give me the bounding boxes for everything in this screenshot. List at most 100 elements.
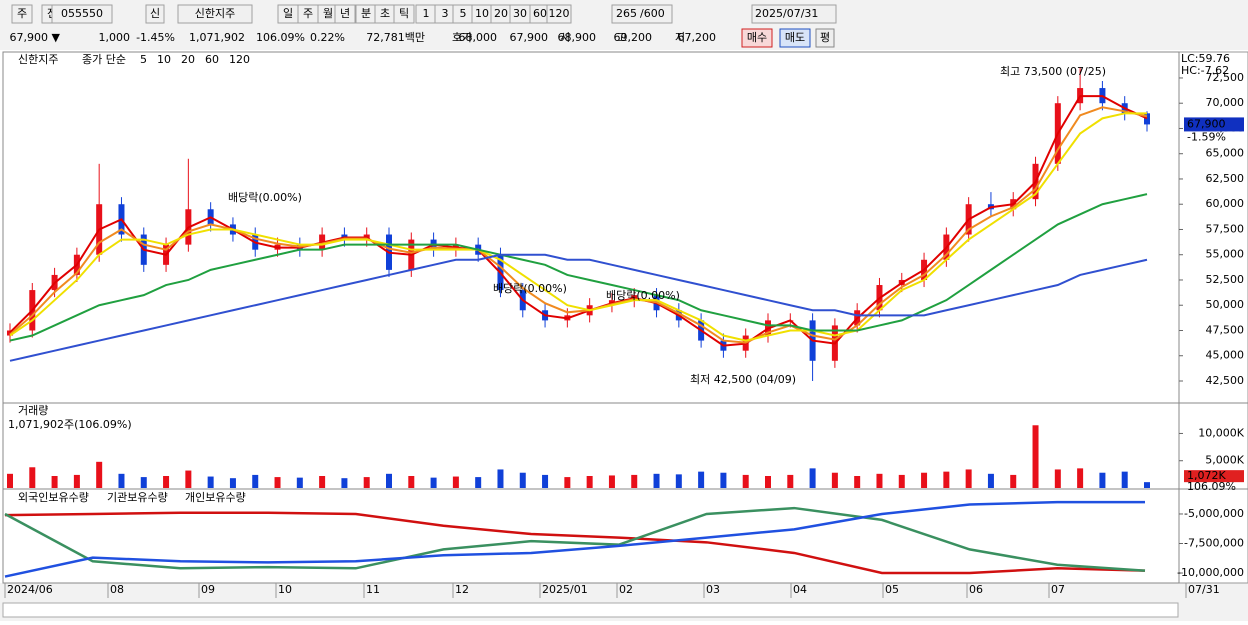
volume-bar bbox=[497, 469, 504, 488]
order-button-text: 매도 bbox=[785, 31, 805, 44]
toolbar-text: 5 bbox=[460, 7, 467, 20]
legend-entry: 60 bbox=[205, 53, 219, 66]
toolbar-text: 분 bbox=[361, 7, 371, 20]
legend-entry: 기관보유수량 bbox=[107, 491, 168, 504]
info-text: 1,000 bbox=[99, 31, 131, 44]
toolbar-button[interactable] bbox=[546, 4, 572, 24]
info-text: 67,200 bbox=[678, 31, 717, 44]
y-tick-label: 62,500 bbox=[1206, 172, 1245, 185]
y-tick-label: -7,500,000 bbox=[1184, 536, 1244, 549]
volume-bar bbox=[1121, 471, 1128, 488]
volume-bar bbox=[7, 473, 13, 488]
last-price: 67,900 bbox=[1187, 117, 1226, 130]
order-button[interactable] bbox=[741, 28, 773, 48]
x-tick-label: 09 bbox=[201, 583, 215, 596]
toolbar-button[interactable] bbox=[11, 4, 33, 24]
info-text: 68,900 bbox=[558, 31, 597, 44]
volume-bar bbox=[118, 473, 125, 488]
y-tick-label: 57,500 bbox=[1206, 222, 1245, 235]
y-tick-label: 47,500 bbox=[1206, 323, 1245, 336]
volume-bar bbox=[51, 476, 58, 488]
ma-line bbox=[9, 193, 1148, 342]
x-tick-label: 12 bbox=[455, 583, 469, 596]
toolbar-button[interactable] bbox=[334, 4, 356, 24]
info-text: 고 bbox=[617, 31, 627, 44]
toolbar-text: 20 bbox=[494, 7, 508, 20]
panel-subtitle: 1,071,902주(106.09%) bbox=[8, 418, 132, 431]
y-tick-label: -5,000,000 bbox=[1184, 507, 1244, 520]
info-text: 67,900 ▼ bbox=[10, 31, 61, 44]
legend-entry: 10 bbox=[157, 53, 171, 66]
y-tick-label: 50,000 bbox=[1206, 298, 1245, 311]
volume-bar bbox=[252, 474, 259, 488]
toolbar-text: 일 bbox=[283, 6, 293, 20]
volume-bar bbox=[296, 477, 303, 488]
volume-bar bbox=[631, 474, 638, 488]
toolbar-button[interactable] bbox=[393, 4, 415, 24]
last-volume-box bbox=[1184, 470, 1244, 483]
holding-line bbox=[4, 506, 1146, 572]
x-tick-label: 07/31 bbox=[1188, 583, 1220, 596]
toolbar-button[interactable] bbox=[145, 4, 165, 24]
volume-bar bbox=[274, 477, 281, 488]
volume-bar bbox=[73, 474, 80, 488]
x-tick-label: 04 bbox=[793, 583, 807, 596]
last-volume-change: 106.09% bbox=[1187, 480, 1236, 493]
ma-line bbox=[9, 95, 1148, 347]
toolbar-button[interactable] bbox=[177, 4, 253, 24]
volume-bar bbox=[720, 472, 727, 488]
volume-bar bbox=[386, 473, 392, 488]
ma-line bbox=[9, 112, 1147, 342]
toolbar-text: 3 bbox=[442, 7, 449, 20]
toolbar-button[interactable] bbox=[51, 4, 113, 24]
panel-title: 신한지주 bbox=[18, 53, 58, 66]
scrollbar[interactable] bbox=[2, 602, 1179, 618]
x-tick-label: 2024/06 bbox=[7, 583, 53, 596]
y-tick-label: 70,000 bbox=[1206, 96, 1245, 109]
volume-bar bbox=[564, 477, 571, 488]
holding-line bbox=[4, 511, 1146, 575]
info-text: 1,071,902 bbox=[189, 31, 245, 44]
info-text: 호가 bbox=[452, 31, 472, 44]
toolbar-text: 10 bbox=[475, 7, 489, 20]
order-button[interactable] bbox=[815, 28, 835, 48]
annotation: 최저 42,500 (04/09) bbox=[690, 373, 796, 386]
y-tick-label: 55,000 bbox=[1206, 248, 1245, 261]
volume-bar bbox=[653, 473, 660, 488]
candle-body bbox=[7, 330, 13, 336]
volume-bar bbox=[363, 477, 370, 488]
order-button[interactable] bbox=[779, 28, 811, 48]
volume-bar bbox=[1077, 468, 1084, 488]
legend-entry: 개인보유수량 bbox=[185, 491, 246, 504]
toolbar-text: 1 bbox=[423, 7, 430, 20]
info-text: 저 bbox=[675, 31, 685, 44]
y-tick-label: 10,000K bbox=[1198, 426, 1244, 439]
last-volume: 1,072K bbox=[1187, 469, 1226, 482]
volume-bar bbox=[675, 474, 682, 488]
y-tick-label: 65,000 bbox=[1206, 147, 1245, 160]
volume-bar bbox=[854, 476, 861, 488]
y-tick-label: 52,500 bbox=[1206, 273, 1245, 286]
volume-bar bbox=[943, 471, 950, 488]
legend-entry: 20 bbox=[181, 53, 195, 66]
toolbar-text: 틱 bbox=[399, 7, 409, 20]
x-tick-label: 2025/01 bbox=[542, 583, 588, 596]
volume-bar bbox=[1010, 474, 1017, 488]
volume-bar bbox=[452, 476, 459, 488]
volume-bar bbox=[898, 474, 905, 488]
y-tick-label: 72,500 bbox=[1206, 71, 1245, 84]
x-tick-label: 10 bbox=[278, 583, 292, 596]
last-price-box bbox=[1184, 117, 1244, 132]
volume-bar bbox=[341, 478, 348, 488]
x-tick-label: 07 bbox=[1051, 583, 1065, 596]
info-text: 시 bbox=[560, 31, 570, 44]
volume-bar bbox=[430, 477, 437, 488]
toolbar-text: 초 bbox=[380, 7, 390, 20]
volume-bar bbox=[608, 475, 615, 488]
toolbar-text: 055550 bbox=[61, 7, 103, 20]
ma-line bbox=[9, 253, 1148, 362]
info-text: -1.45% bbox=[136, 31, 175, 44]
volume-bar bbox=[586, 476, 593, 488]
volume-bar bbox=[987, 473, 994, 488]
legend-entry: 5 bbox=[140, 53, 147, 66]
